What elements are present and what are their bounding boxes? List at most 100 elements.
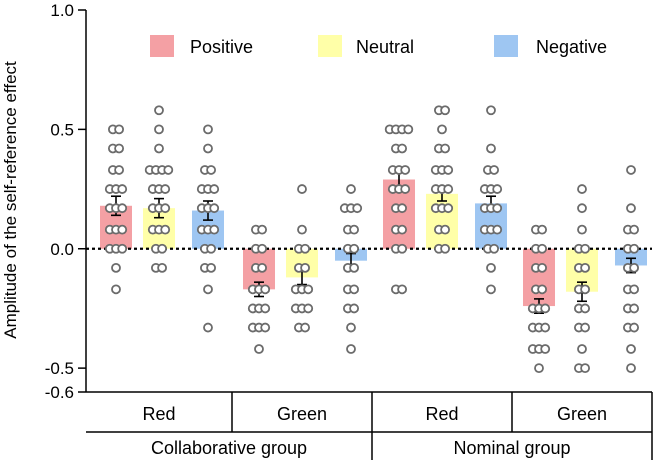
- data-point: [257, 262, 268, 273]
- data-point: [206, 243, 217, 254]
- bar-positive: [523, 248, 555, 307]
- category-label-collab-red: Red: [142, 404, 175, 424]
- data-point: [206, 262, 217, 273]
- data-point: [397, 224, 408, 235]
- data-point: [580, 262, 590, 273]
- bar-neutral: [426, 193, 458, 249]
- data-point: [626, 363, 636, 374]
- data-point: [397, 203, 408, 214]
- data-point: [257, 243, 268, 254]
- category-label-nominal-green: Green: [557, 404, 607, 424]
- data-point: [397, 243, 408, 254]
- data-point: [154, 143, 164, 154]
- data-point: [580, 363, 590, 374]
- data-point: [537, 243, 547, 254]
- category-label-nominal-red: Red: [425, 404, 458, 424]
- data-point: [203, 124, 213, 135]
- data-point: [154, 105, 164, 116]
- data-point: [440, 105, 451, 116]
- data-point: [626, 165, 636, 175]
- data-point: [297, 184, 307, 194]
- data-point: [114, 143, 124, 154]
- data-point: [346, 344, 356, 354]
- y-axis-label: Amplitude of the self-reference effect: [1, 61, 20, 339]
- data-points: [104, 105, 639, 374]
- data-point: [440, 243, 451, 254]
- data-point: [580, 322, 590, 333]
- legend: Positive Neutral Negative: [150, 35, 607, 57]
- data-point: [111, 262, 121, 273]
- data-point: [300, 322, 311, 333]
- legend-label-negative: Negative: [536, 37, 607, 57]
- data-point: [300, 243, 311, 254]
- data-point: [626, 203, 636, 214]
- data-point: [303, 284, 314, 295]
- data-point: [297, 224, 307, 235]
- error-bars: [111, 171, 636, 315]
- data-point: [257, 224, 268, 235]
- data-point: [537, 262, 547, 273]
- data-point: [154, 124, 164, 135]
- legend-swatch-negative: [494, 35, 518, 57]
- data-point: [440, 224, 451, 235]
- legend-label-positive: Positive: [190, 37, 253, 57]
- data-point: [352, 203, 363, 214]
- data-point: [486, 105, 496, 116]
- data-point: [486, 143, 496, 154]
- data-point: [577, 184, 587, 194]
- data-point: [540, 344, 551, 354]
- data-point: [349, 262, 360, 273]
- data-point: [203, 284, 213, 295]
- data-point: [534, 363, 544, 374]
- data-point: [577, 224, 587, 235]
- legend-label-neutral: Neutral: [356, 37, 414, 57]
- y-tick-label: -0.5: [45, 359, 74, 378]
- data-point: [157, 262, 168, 273]
- data-point: [400, 165, 411, 175]
- data-point: [400, 184, 411, 194]
- data-point: [443, 184, 454, 194]
- data-point: [443, 165, 454, 175]
- data-point: [540, 303, 551, 314]
- data-point: [349, 243, 360, 254]
- data-point: [163, 165, 174, 175]
- data-point: [629, 262, 639, 273]
- data-point: [203, 322, 213, 333]
- data-point: [157, 243, 168, 254]
- data-point: [437, 124, 447, 135]
- y-axis: 1.0 0.5 0.0 -0.5 -0.6: [45, 1, 87, 402]
- data-point: [209, 203, 220, 214]
- data-point: [537, 284, 547, 295]
- data-point: [349, 224, 360, 235]
- data-point: [492, 224, 503, 235]
- category-label-collab-green: Green: [277, 404, 327, 424]
- data-point: [160, 203, 171, 214]
- data-point: [209, 184, 220, 194]
- data-point: [629, 243, 639, 254]
- data-point: [209, 224, 220, 235]
- data-point: [117, 224, 128, 235]
- data-point: [629, 303, 639, 314]
- data-point: [203, 143, 213, 154]
- data-point: [117, 203, 128, 214]
- data-point: [260, 322, 271, 333]
- data-point: [114, 124, 124, 135]
- data-point: [260, 284, 271, 295]
- data-point: [489, 243, 500, 254]
- y-tick-label: 0.5: [50, 120, 74, 139]
- data-point: [492, 184, 503, 194]
- group-label-collaborative: Collaborative group: [151, 438, 307, 458]
- data-point: [260, 303, 271, 314]
- data-point: [397, 284, 408, 295]
- data-point: [540, 322, 551, 333]
- data-point: [254, 344, 264, 354]
- legend-swatch-neutral: [318, 35, 342, 57]
- category-table: Red Green Red Green Collaborative group …: [86, 391, 653, 460]
- data-point: [349, 303, 360, 314]
- data-point: [206, 165, 217, 175]
- data-point: [160, 224, 171, 235]
- data-point: [492, 203, 503, 214]
- data-point: [403, 124, 414, 135]
- data-point: [577, 203, 587, 214]
- data-point: [537, 224, 547, 235]
